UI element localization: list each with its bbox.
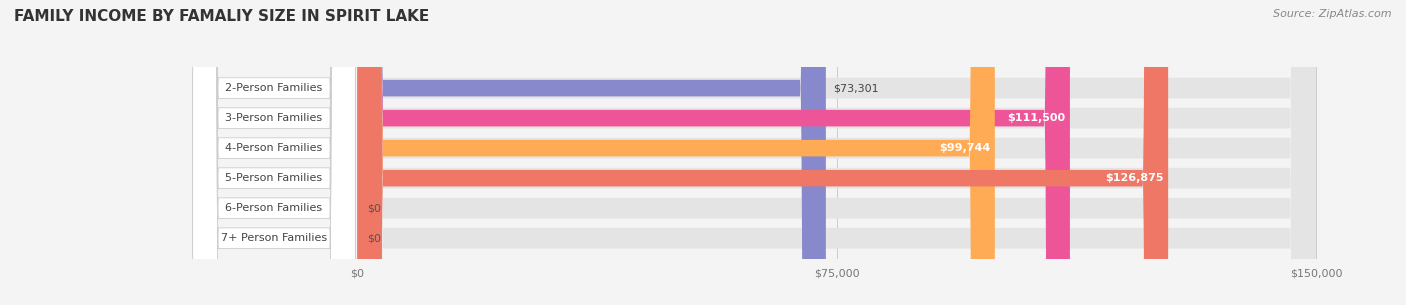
Text: $111,500: $111,500 <box>1007 113 1066 123</box>
FancyBboxPatch shape <box>357 0 1316 305</box>
Text: 5-Person Families: 5-Person Families <box>225 173 322 183</box>
FancyBboxPatch shape <box>193 0 356 305</box>
FancyBboxPatch shape <box>357 0 1316 305</box>
FancyBboxPatch shape <box>357 0 1316 305</box>
Text: Source: ZipAtlas.com: Source: ZipAtlas.com <box>1274 9 1392 19</box>
FancyBboxPatch shape <box>193 0 356 305</box>
FancyBboxPatch shape <box>193 0 356 305</box>
Text: 7+ Person Families: 7+ Person Families <box>221 233 326 243</box>
FancyBboxPatch shape <box>193 0 356 305</box>
Text: 6-Person Families: 6-Person Families <box>225 203 322 213</box>
FancyBboxPatch shape <box>193 0 356 305</box>
Text: 4-Person Families: 4-Person Families <box>225 143 322 153</box>
FancyBboxPatch shape <box>357 0 1316 305</box>
Text: 2-Person Families: 2-Person Families <box>225 83 322 93</box>
Text: $99,744: $99,744 <box>939 143 990 153</box>
FancyBboxPatch shape <box>357 0 1070 305</box>
FancyBboxPatch shape <box>357 0 1168 305</box>
FancyBboxPatch shape <box>357 0 995 305</box>
FancyBboxPatch shape <box>193 0 356 305</box>
Text: FAMILY INCOME BY FAMALIY SIZE IN SPIRIT LAKE: FAMILY INCOME BY FAMALIY SIZE IN SPIRIT … <box>14 9 429 24</box>
Text: $126,875: $126,875 <box>1105 173 1163 183</box>
FancyBboxPatch shape <box>357 0 1316 305</box>
Text: $73,301: $73,301 <box>834 83 879 93</box>
Text: 3-Person Families: 3-Person Families <box>225 113 322 123</box>
Text: $0: $0 <box>367 203 381 213</box>
Text: $0: $0 <box>367 233 381 243</box>
FancyBboxPatch shape <box>357 0 825 305</box>
FancyBboxPatch shape <box>357 0 1316 305</box>
